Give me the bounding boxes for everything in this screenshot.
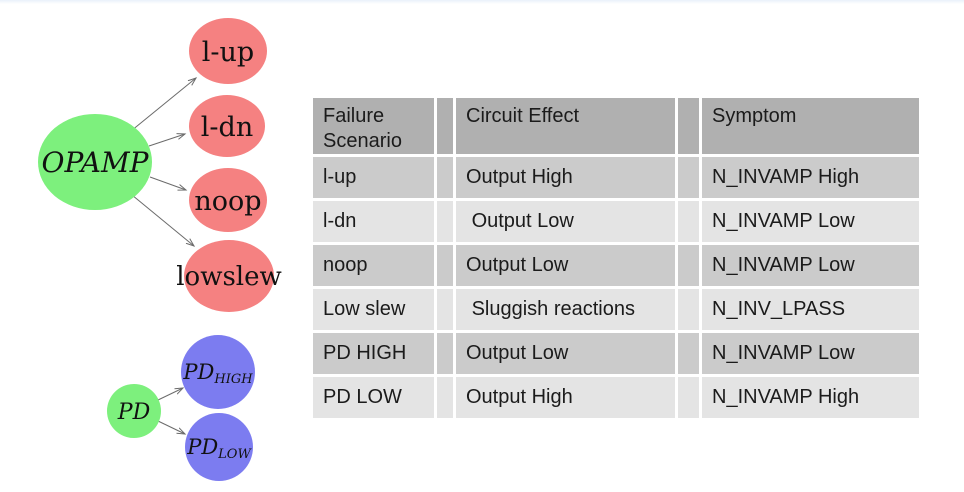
pd-high-circle	[181, 335, 255, 409]
opamp-label: OPAMP	[42, 146, 150, 179]
noop-label: noop	[194, 186, 261, 217]
l-up-label: l-up	[202, 37, 254, 68]
cell-scenario: PD LOW	[313, 377, 434, 418]
cell-spacer	[678, 201, 699, 242]
cell-effect: Output High	[456, 377, 675, 418]
node-l-dn: l-dn	[189, 95, 265, 157]
pd-low-subscript: LOW	[217, 447, 252, 462]
pd-low-circle	[185, 413, 253, 481]
cell-spacer	[678, 377, 699, 418]
pd-low-base: PD	[186, 435, 218, 459]
lowslew-ellipse	[184, 240, 274, 312]
fault-tree-diagram: OPAMP l-up l-dn noop lowslew PD	[38, 18, 282, 481]
l-up-ellipse	[189, 18, 267, 84]
cell-symptom: N_INVAMP Low	[702, 245, 919, 286]
opamp-ellipse	[38, 114, 152, 210]
cell-spacer	[678, 289, 699, 330]
arrow-opamp-to-l-up	[130, 78, 196, 132]
pd-high-base: PD	[182, 360, 214, 384]
cell-spacer	[437, 377, 453, 418]
node-l-up: l-up	[189, 18, 267, 84]
node-pd-high: PDHIGH	[181, 335, 255, 409]
cell-spacer	[678, 333, 699, 374]
pd-high-label: PDHIGH	[182, 360, 253, 387]
cell-symptom: N_INVAMP High	[702, 157, 919, 198]
failure-scenario-table: Failure Scenario Circuit Effect Symptom …	[310, 95, 922, 421]
cell-effect: Output High	[456, 157, 675, 198]
table-row: l-dn Output Low N_INVAMP Low	[313, 201, 919, 242]
cell-effect: Sluggish reactions	[456, 289, 675, 330]
cell-spacer	[437, 157, 453, 198]
header-symptom: Symptom	[702, 98, 919, 154]
node-lowslew: lowslew	[176, 240, 282, 312]
cell-symptom: N_INVAMP Low	[702, 333, 919, 374]
cell-effect: Output Low	[456, 245, 675, 286]
cell-symptom: N_INVAMP High	[702, 377, 919, 418]
cell-scenario: l-dn	[313, 201, 434, 242]
cell-effect: Output Low	[456, 201, 675, 242]
table-row: Low slew Sluggish reactions N_INV_LPASS	[313, 289, 919, 330]
node-pd-low: PDLOW	[185, 413, 253, 481]
header-circuit-effect: Circuit Effect	[456, 98, 675, 154]
node-opamp: OPAMP	[38, 114, 152, 210]
cell-effect: Output Low	[456, 333, 675, 374]
opamp-tree-edges	[130, 78, 196, 246]
pd-label: PD	[117, 400, 151, 425]
cell-scenario: noop	[313, 245, 434, 286]
cell-spacer	[437, 245, 453, 286]
pd-tree-edges	[157, 388, 185, 434]
table-row: noop Output Low N_INVAMP Low	[313, 245, 919, 286]
cell-spacer	[678, 157, 699, 198]
pd-circle	[107, 384, 161, 438]
cell-symptom: N_INV_LPASS	[702, 289, 919, 330]
cell-scenario: PD HIGH	[313, 333, 434, 374]
l-dn-ellipse	[189, 95, 265, 157]
cell-spacer	[678, 245, 699, 286]
node-noop: noop	[189, 168, 267, 232]
arrow-opamp-to-l-dn	[148, 134, 185, 147]
lowslew-label: lowslew	[176, 262, 282, 292]
header-failure-scenario: Failure Scenario	[313, 98, 434, 154]
pd-high-subscript: HIGH	[213, 372, 253, 387]
node-pd: PD	[107, 384, 161, 438]
table-row: PD LOW Output High N_INVAMP High	[313, 377, 919, 418]
header-spacer-2	[678, 98, 699, 154]
cell-spacer	[437, 289, 453, 330]
cell-symptom: N_INVAMP Low	[702, 201, 919, 242]
header-spacer-1	[437, 98, 453, 154]
l-dn-label: l-dn	[201, 112, 253, 143]
cell-spacer	[437, 201, 453, 242]
noop-ellipse	[189, 168, 267, 232]
window-top-edge	[0, 0, 964, 4]
arrow-opamp-to-noop	[149, 176, 186, 190]
arrow-pd-to-pd-low	[157, 420, 185, 434]
cell-spacer	[437, 333, 453, 374]
table-header-row: Failure Scenario Circuit Effect Symptom	[313, 98, 919, 154]
arrow-pd-to-pd-high	[157, 388, 183, 401]
arrow-opamp-to-lowslew	[131, 194, 194, 246]
table-row: PD HIGH Output Low N_INVAMP Low	[313, 333, 919, 374]
pd-low-label: PDLOW	[186, 435, 252, 462]
table-row: l-up Output High N_INVAMP High	[313, 157, 919, 198]
cell-scenario: l-up	[313, 157, 434, 198]
cell-scenario: Low slew	[313, 289, 434, 330]
